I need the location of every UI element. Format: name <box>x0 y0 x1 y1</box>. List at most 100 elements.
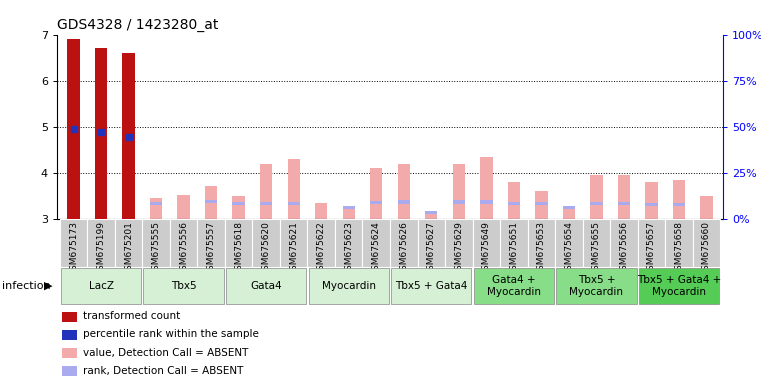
Bar <box>233 196 245 219</box>
Bar <box>260 164 272 219</box>
Bar <box>150 202 162 205</box>
Bar <box>445 219 473 267</box>
Text: transformed count: transformed count <box>82 311 180 321</box>
Bar <box>508 182 520 219</box>
Text: LacZ: LacZ <box>88 281 113 291</box>
Text: Gata4 +
Myocardin: Gata4 + Myocardin <box>487 275 541 297</box>
Bar <box>527 219 555 267</box>
Text: GSM675621: GSM675621 <box>289 221 298 276</box>
Bar <box>425 211 438 214</box>
Text: GSM675654: GSM675654 <box>565 221 573 276</box>
Bar <box>123 53 135 219</box>
Text: GSM675660: GSM675660 <box>702 221 711 276</box>
Bar <box>453 200 465 204</box>
Text: GSM675622: GSM675622 <box>317 221 326 276</box>
Bar <box>288 202 300 205</box>
Text: GSM675201: GSM675201 <box>124 221 133 276</box>
Text: GSM675651: GSM675651 <box>509 221 518 276</box>
Text: GSM675656: GSM675656 <box>619 221 629 276</box>
Bar <box>280 219 307 267</box>
Bar <box>555 219 583 267</box>
Bar <box>665 219 693 267</box>
Bar <box>260 202 272 205</box>
Bar <box>535 202 547 205</box>
Bar <box>177 195 189 219</box>
Bar <box>150 198 162 219</box>
Text: GDS4328 / 1423280_at: GDS4328 / 1423280_at <box>57 18 218 32</box>
Bar <box>233 202 245 205</box>
Bar <box>591 175 603 219</box>
Bar <box>88 219 115 267</box>
Text: GSM675657: GSM675657 <box>647 221 656 276</box>
Bar <box>342 205 355 209</box>
FancyBboxPatch shape <box>391 268 472 304</box>
Bar <box>618 175 630 219</box>
Bar <box>115 219 142 267</box>
Bar <box>397 164 410 219</box>
Bar <box>583 219 610 267</box>
Text: GSM675624: GSM675624 <box>372 221 380 276</box>
Text: GSM675655: GSM675655 <box>592 221 601 276</box>
Bar <box>253 219 280 267</box>
Bar <box>645 203 658 206</box>
Bar <box>205 200 218 203</box>
Text: Tbx5 + Gata4 +
Myocardin: Tbx5 + Gata4 + Myocardin <box>637 275 721 297</box>
Bar <box>142 219 170 267</box>
Bar <box>693 219 720 267</box>
FancyBboxPatch shape <box>144 268 224 304</box>
Bar <box>205 186 218 219</box>
Bar <box>60 219 88 267</box>
Text: GSM675658: GSM675658 <box>674 221 683 276</box>
Bar <box>62 330 77 340</box>
Bar <box>535 191 547 219</box>
Bar <box>288 159 300 219</box>
Text: rank, Detection Call = ABSENT: rank, Detection Call = ABSENT <box>82 366 243 376</box>
Text: Tbx5 + Gata4: Tbx5 + Gata4 <box>395 281 467 291</box>
Bar <box>480 157 492 219</box>
Bar <box>453 164 465 219</box>
Bar <box>418 219 445 267</box>
Bar <box>335 219 362 267</box>
Bar <box>638 219 665 267</box>
Bar <box>315 203 327 219</box>
Bar <box>673 203 685 206</box>
Bar <box>370 168 383 219</box>
Bar <box>62 366 77 376</box>
Text: GSM675649: GSM675649 <box>482 221 491 276</box>
Text: GSM675623: GSM675623 <box>344 221 353 276</box>
Bar <box>508 202 520 205</box>
Text: infection: infection <box>2 281 50 291</box>
Bar <box>362 219 390 267</box>
Bar <box>673 180 685 219</box>
Text: GSM675173: GSM675173 <box>69 221 78 276</box>
Text: GSM675618: GSM675618 <box>234 221 244 276</box>
FancyBboxPatch shape <box>638 268 719 304</box>
Text: GSM675555: GSM675555 <box>151 221 161 276</box>
Bar <box>68 39 80 219</box>
Bar <box>500 219 527 267</box>
Bar <box>342 206 355 219</box>
Text: GSM675627: GSM675627 <box>427 221 436 276</box>
Bar <box>610 219 638 267</box>
Bar <box>225 219 253 267</box>
Text: GSM675629: GSM675629 <box>454 221 463 276</box>
Text: value, Detection Call = ABSENT: value, Detection Call = ABSENT <box>82 348 248 358</box>
Text: GSM675556: GSM675556 <box>179 221 188 276</box>
Bar <box>425 212 438 219</box>
Bar <box>591 202 603 205</box>
Bar <box>95 48 107 219</box>
Bar <box>397 200 410 204</box>
FancyBboxPatch shape <box>226 268 307 304</box>
Bar <box>473 219 500 267</box>
Bar <box>307 219 335 267</box>
Text: GSM675626: GSM675626 <box>400 221 408 276</box>
FancyBboxPatch shape <box>473 268 554 304</box>
Text: GSM675557: GSM675557 <box>207 221 215 276</box>
Text: Myocardin: Myocardin <box>322 281 376 291</box>
Text: Tbx5: Tbx5 <box>170 281 196 291</box>
Text: GSM675653: GSM675653 <box>537 221 546 276</box>
Bar <box>480 200 492 204</box>
FancyBboxPatch shape <box>308 268 389 304</box>
Bar <box>562 205 575 209</box>
FancyBboxPatch shape <box>556 268 636 304</box>
